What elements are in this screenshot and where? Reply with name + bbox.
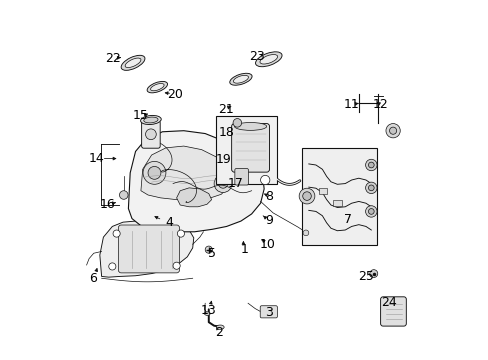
Ellipse shape bbox=[143, 117, 158, 123]
Circle shape bbox=[385, 123, 400, 138]
Text: 22: 22 bbox=[105, 52, 121, 65]
Text: 14: 14 bbox=[88, 152, 104, 165]
Text: 19: 19 bbox=[215, 153, 230, 166]
Circle shape bbox=[205, 246, 212, 253]
Circle shape bbox=[389, 127, 396, 134]
Ellipse shape bbox=[260, 54, 277, 64]
Circle shape bbox=[108, 263, 116, 270]
Circle shape bbox=[260, 175, 269, 185]
Text: 12: 12 bbox=[371, 99, 387, 112]
Text: 6: 6 bbox=[88, 272, 97, 285]
Circle shape bbox=[303, 230, 308, 236]
Text: 24: 24 bbox=[381, 296, 396, 309]
Text: 3: 3 bbox=[265, 306, 273, 319]
FancyBboxPatch shape bbox=[234, 168, 248, 185]
Bar bbox=[301, 148, 376, 245]
Circle shape bbox=[173, 262, 180, 269]
Text: 10: 10 bbox=[259, 238, 275, 251]
Circle shape bbox=[148, 166, 161, 179]
Circle shape bbox=[367, 208, 373, 214]
Ellipse shape bbox=[140, 116, 161, 125]
Text: 16: 16 bbox=[100, 198, 116, 211]
Circle shape bbox=[365, 182, 376, 194]
Bar bbox=[332, 201, 341, 206]
Text: 11: 11 bbox=[343, 99, 359, 112]
Polygon shape bbox=[176, 188, 211, 207]
FancyBboxPatch shape bbox=[118, 225, 179, 273]
Circle shape bbox=[145, 129, 156, 140]
Ellipse shape bbox=[121, 55, 144, 70]
Circle shape bbox=[367, 162, 373, 168]
Ellipse shape bbox=[125, 58, 141, 68]
Text: 17: 17 bbox=[227, 177, 243, 190]
Circle shape bbox=[233, 118, 241, 127]
Ellipse shape bbox=[150, 84, 164, 91]
Text: 20: 20 bbox=[166, 88, 183, 101]
Circle shape bbox=[143, 161, 165, 184]
Text: 13: 13 bbox=[201, 304, 216, 317]
Text: 2: 2 bbox=[215, 327, 223, 339]
Circle shape bbox=[119, 191, 128, 199]
Polygon shape bbox=[128, 131, 264, 232]
Text: 5: 5 bbox=[208, 247, 216, 260]
Ellipse shape bbox=[229, 73, 251, 85]
Circle shape bbox=[365, 159, 376, 171]
Text: 1: 1 bbox=[240, 243, 248, 256]
FancyBboxPatch shape bbox=[260, 306, 277, 318]
Text: 21: 21 bbox=[218, 103, 233, 116]
FancyBboxPatch shape bbox=[380, 297, 406, 326]
Polygon shape bbox=[100, 221, 193, 277]
Bar bbox=[216, 116, 276, 184]
Circle shape bbox=[113, 230, 120, 237]
Text: 7: 7 bbox=[344, 213, 351, 226]
Circle shape bbox=[369, 270, 377, 278]
Ellipse shape bbox=[204, 312, 210, 315]
Text: 23: 23 bbox=[248, 50, 264, 63]
Text: 4: 4 bbox=[165, 216, 173, 229]
Circle shape bbox=[218, 179, 227, 188]
Ellipse shape bbox=[233, 75, 248, 83]
Text: 18: 18 bbox=[218, 126, 234, 139]
Circle shape bbox=[214, 175, 231, 193]
FancyBboxPatch shape bbox=[142, 121, 160, 148]
Ellipse shape bbox=[234, 122, 266, 130]
Circle shape bbox=[299, 188, 314, 204]
Circle shape bbox=[302, 192, 311, 201]
FancyBboxPatch shape bbox=[231, 123, 269, 172]
Text: 8: 8 bbox=[264, 190, 272, 203]
Circle shape bbox=[365, 206, 376, 217]
Ellipse shape bbox=[147, 81, 167, 93]
Text: 25: 25 bbox=[357, 270, 373, 283]
Ellipse shape bbox=[255, 52, 282, 67]
Text: 9: 9 bbox=[264, 213, 272, 226]
Polygon shape bbox=[141, 146, 230, 200]
Ellipse shape bbox=[216, 325, 224, 329]
Text: 15: 15 bbox=[133, 109, 148, 122]
Bar bbox=[318, 188, 326, 194]
Circle shape bbox=[177, 230, 184, 237]
Circle shape bbox=[367, 185, 373, 191]
